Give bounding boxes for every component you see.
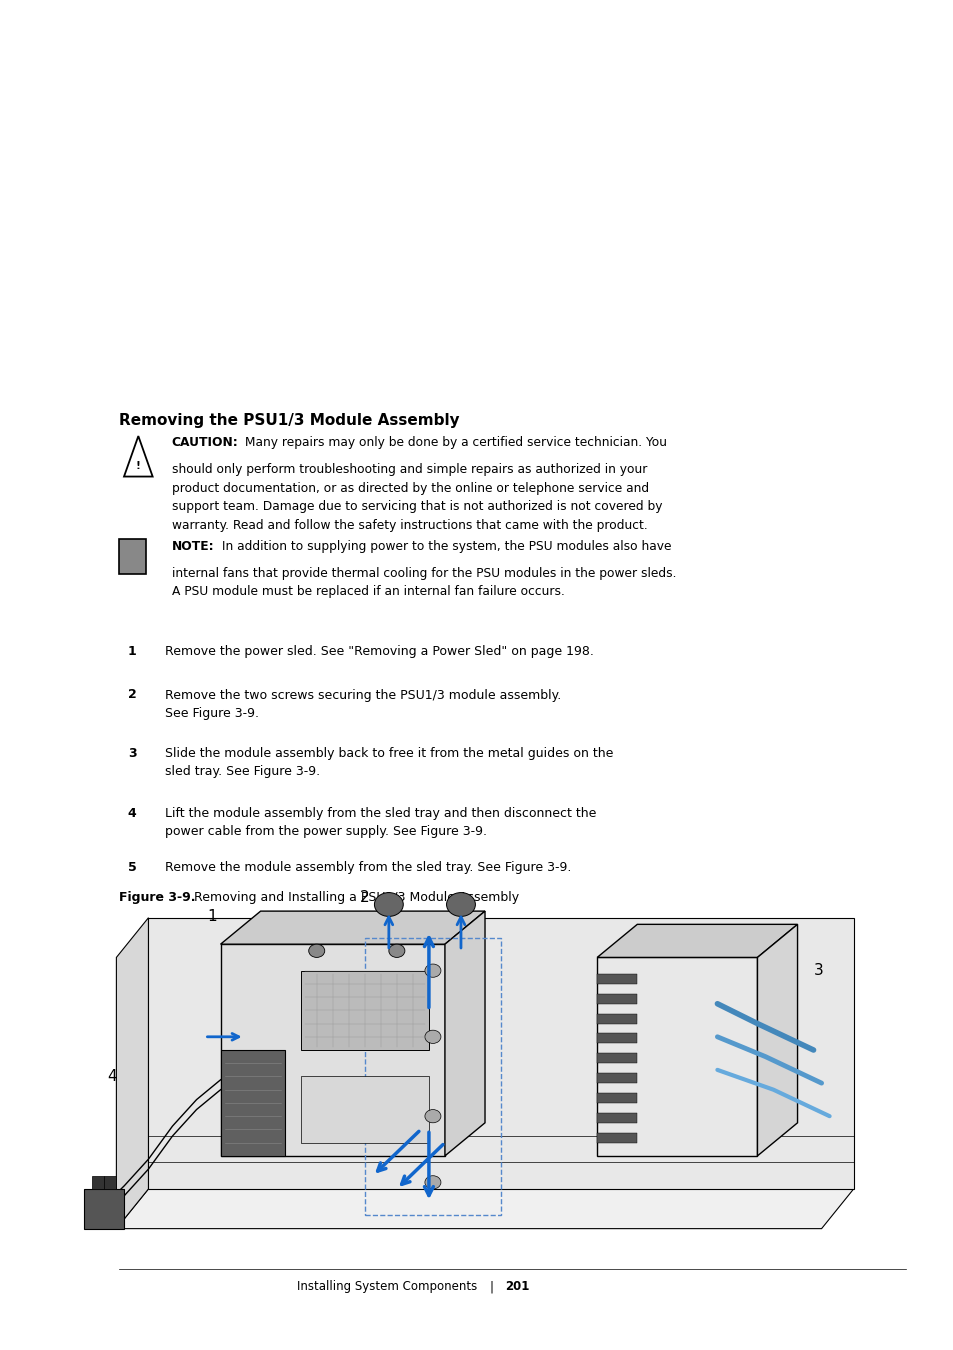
Text: 201: 201 bbox=[505, 1280, 530, 1293]
Text: 1: 1 bbox=[208, 910, 217, 925]
Text: 4: 4 bbox=[107, 1069, 116, 1084]
Text: should only perform troubleshooting and simple repairs as authorized in your
pro: should only perform troubleshooting and … bbox=[172, 463, 661, 532]
Text: Installing System Components: Installing System Components bbox=[296, 1280, 476, 1293]
Text: Figure 3-9.: Figure 3-9. bbox=[119, 891, 195, 904]
Text: Removing the PSU1/3 Module Assembly: Removing the PSU1/3 Module Assembly bbox=[119, 413, 459, 428]
Circle shape bbox=[374, 892, 403, 917]
Text: Remove the module assembly from the sled tray. See Figure 3-9.: Remove the module assembly from the sled… bbox=[165, 861, 571, 875]
Polygon shape bbox=[220, 911, 484, 944]
Text: Removing and Installing a PSU1/3 Module Assembly: Removing and Installing a PSU1/3 Module … bbox=[193, 891, 518, 904]
Bar bbox=[597, 1133, 637, 1142]
Polygon shape bbox=[220, 944, 444, 1156]
Text: ✎: ✎ bbox=[127, 549, 138, 563]
Text: 2: 2 bbox=[128, 688, 136, 702]
Circle shape bbox=[309, 944, 324, 957]
Bar bbox=[597, 1034, 637, 1044]
Text: Slide the module assembly back to free it from the metal guides on the
sled tray: Slide the module assembly back to free i… bbox=[165, 747, 613, 778]
Bar bbox=[597, 1073, 637, 1083]
Polygon shape bbox=[597, 957, 757, 1156]
Text: 4: 4 bbox=[128, 807, 136, 821]
Polygon shape bbox=[597, 925, 797, 957]
Bar bbox=[92, 1176, 104, 1189]
Polygon shape bbox=[149, 918, 853, 1189]
Bar bbox=[597, 1053, 637, 1064]
Text: Many repairs may only be done by a certified service technician. You: Many repairs may only be done by a certi… bbox=[241, 436, 667, 450]
Polygon shape bbox=[116, 918, 149, 1228]
Circle shape bbox=[389, 944, 404, 957]
Polygon shape bbox=[116, 1189, 853, 1228]
Text: Lift the module assembly from the sled tray and then disconnect the
power cable : Lift the module assembly from the sled t… bbox=[165, 807, 596, 838]
Circle shape bbox=[424, 1030, 440, 1044]
Text: In addition to supplying power to the system, the PSU modules also have: In addition to supplying power to the sy… bbox=[217, 540, 670, 553]
Text: Remove the power sled. See "Removing a Power Sled" on page 198.: Remove the power sled. See "Removing a P… bbox=[165, 645, 594, 659]
Text: 2: 2 bbox=[359, 890, 369, 905]
Circle shape bbox=[446, 892, 475, 917]
Bar bbox=[597, 1094, 637, 1103]
Bar bbox=[300, 1076, 429, 1142]
Polygon shape bbox=[220, 1050, 284, 1156]
Circle shape bbox=[424, 1176, 440, 1189]
Text: 3: 3 bbox=[813, 963, 822, 979]
Text: 1: 1 bbox=[128, 645, 136, 659]
Bar bbox=[364, 937, 500, 1215]
Text: 5: 5 bbox=[128, 861, 136, 875]
Polygon shape bbox=[300, 971, 429, 1050]
Text: NOTE:: NOTE: bbox=[172, 540, 214, 553]
Polygon shape bbox=[84, 1189, 124, 1228]
Circle shape bbox=[424, 964, 440, 977]
Text: !: ! bbox=[135, 460, 141, 471]
Circle shape bbox=[424, 1110, 440, 1123]
Text: 3: 3 bbox=[128, 747, 136, 760]
Text: CAUTION:: CAUTION: bbox=[172, 436, 238, 450]
FancyBboxPatch shape bbox=[119, 539, 146, 574]
Text: Remove the two screws securing the PSU1/3 module assembly.
See Figure 3-9.: Remove the two screws securing the PSU1/… bbox=[165, 688, 560, 720]
Bar bbox=[597, 994, 637, 1004]
Bar bbox=[104, 1176, 116, 1189]
Text: |: | bbox=[489, 1280, 493, 1293]
Polygon shape bbox=[757, 925, 797, 1156]
Bar bbox=[597, 973, 637, 984]
Text: internal fans that provide thermal cooling for the PSU modules in the power sled: internal fans that provide thermal cooli… bbox=[172, 567, 676, 598]
Bar bbox=[597, 1014, 637, 1023]
Bar bbox=[597, 1112, 637, 1123]
Polygon shape bbox=[444, 911, 484, 1156]
